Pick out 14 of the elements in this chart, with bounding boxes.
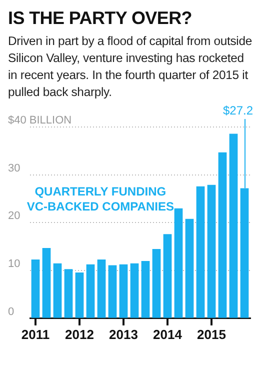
x-tick-label: 2013: [109, 326, 138, 342]
x-tick-label: 2011: [21, 326, 50, 342]
chart-subtitle: Driven in part by a flood of capital from outside Silicon Valley, venture investing has rocketed in recent years. In the fourth quarter of 2015 it pulled back sharply.: [8, 33, 253, 101]
y-tick-label: 20: [8, 210, 20, 222]
data-label: $27.2: [222, 103, 254, 118]
chart-title: IS THE PARTY OVER?: [8, 8, 193, 29]
annotation: QUARTERLY FUNDING VC-BACKED COMPANIES: [26, 184, 174, 214]
y-tick-label: 30: [8, 162, 20, 174]
x-tick-label: 2012: [65, 326, 94, 342]
y-tick-label: 0: [8, 306, 14, 318]
y-tick-label: $40 BILLION: [8, 114, 72, 127]
y-tick-label: 10: [8, 258, 20, 270]
x-tick-label: 2014: [153, 326, 183, 342]
x-tick-label: 2015: [197, 326, 226, 342]
